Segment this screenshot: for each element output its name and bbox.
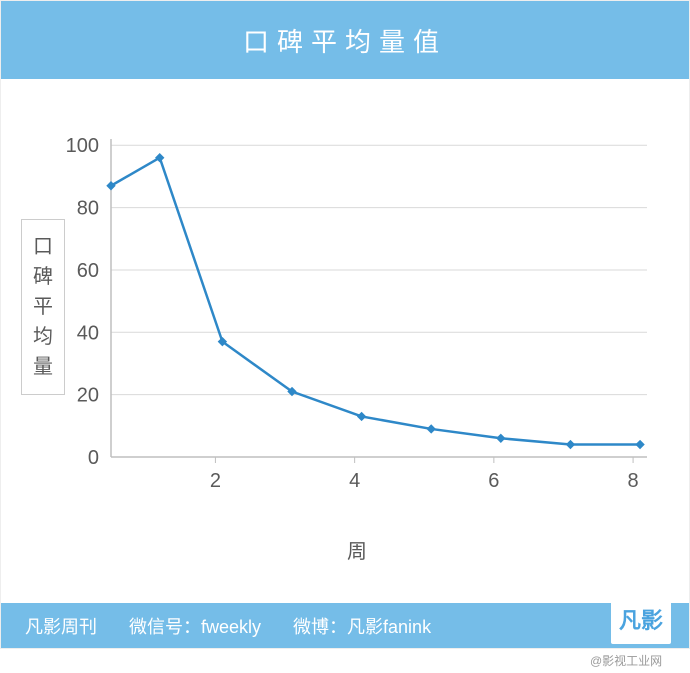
svg-text:8: 8 [628, 470, 639, 492]
svg-text:6: 6 [488, 470, 499, 492]
footer-weibo: 微博：凡影fanink [293, 613, 431, 639]
footer-bar: 凡影周刊 微信号：fweekly 微博：凡影fanink 凡影 [1, 603, 689, 648]
brand-logo-text: 凡影 [619, 603, 663, 635]
svg-text:4: 4 [349, 470, 360, 492]
footer-brand: 凡影周刊 [25, 613, 97, 639]
line-chart: 0 20 40 60 80 100 2 4 6 8 [1, 1, 690, 601]
container: 口碑平均量值 口碑平均量 0204060801002468 周 凡影周刊 微信号… [0, 0, 690, 649]
svg-text:80: 80 [77, 198, 99, 220]
brand-logo: 凡影 [611, 594, 671, 644]
svg-text:40: 40 [77, 322, 99, 344]
x-axis-title: 周 [347, 535, 367, 564]
footer-wechat: 微信号：fweekly [129, 613, 261, 639]
svg-text:60: 60 [77, 260, 99, 282]
svg-text:20: 20 [77, 385, 99, 407]
svg-text:100: 100 [66, 135, 99, 157]
watermark-text: @影视工业网 [590, 652, 684, 673]
svg-text:2: 2 [210, 470, 221, 492]
svg-text:0: 0 [88, 447, 99, 469]
